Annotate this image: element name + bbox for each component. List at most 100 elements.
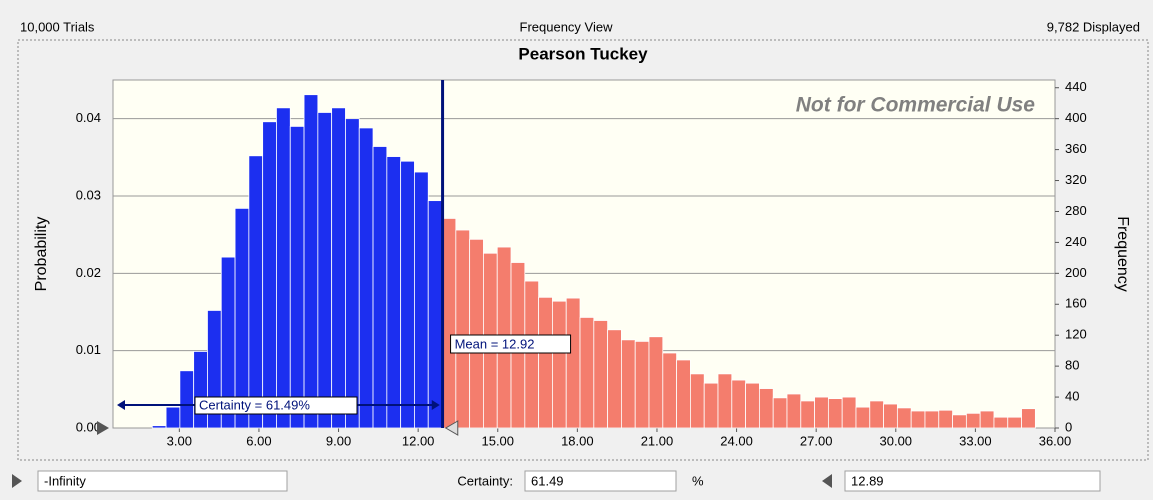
certainty-input[interactable] [524,470,677,492]
arrow-head-left [117,400,125,410]
y2-tick-label: 360 [1065,141,1087,156]
histogram-bar [248,155,264,429]
histogram-bar [469,238,484,429]
histogram-bar [965,412,981,429]
histogram-bar [414,171,429,429]
chart-title: Pearson Tuckey [518,44,648,63]
histogram-bar [455,229,471,429]
x-tick-label: 24.00 [720,433,753,448]
x-tick-label: 18.00 [561,433,594,448]
histogram-bar [883,403,898,429]
histogram-bar [910,410,926,429]
histogram-bar [786,393,802,429]
histogram-bar [565,297,581,429]
y-tick-label: 0.02 [76,265,101,280]
histogram-bar [317,112,333,429]
histogram-bar [648,336,664,429]
mean-label-box [450,334,572,354]
histogram-bar [758,388,774,429]
histogram-bar [924,410,940,429]
certainty-unit: % [692,473,704,488]
histogram-bar [896,407,912,429]
histogram-bar [717,373,733,429]
histogram-bar [979,410,995,429]
upper-value: 12.89 [851,473,884,488]
y2-tick-label: 200 [1065,265,1087,280]
histogram-bar [289,126,305,429]
histogram-bar [193,351,208,429]
histogram-bar [593,320,609,429]
histogram-bar [703,382,719,429]
histogram-bar [855,406,871,429]
histogram-bar [372,146,388,429]
y-tick-label: 0.00 [76,419,101,434]
histogram-bar [400,160,415,429]
histogram-bar [607,329,622,429]
histogram-bar [662,352,678,429]
certainty-label: Certainty = 61.49% [199,397,310,412]
histogram-bar [745,382,760,429]
histogram-bar [869,400,884,429]
histogram-bar [621,339,636,429]
plot: 0.00 0.01 0.02 0.03 0.04 0 40 80 120 160 200 240 280… [76,79,1087,448]
x-tick-label: 15.00 [481,433,514,448]
y2-tick-label: 120 [1065,327,1087,342]
histogram-bar [579,317,595,429]
upper-grabber[interactable] [822,474,832,488]
histogram-bar [772,397,788,429]
upper-input[interactable] [844,470,1101,492]
x-tick-label: 36.00 [1039,433,1072,448]
histogram-bar [386,156,402,429]
histogram-bar [441,218,457,429]
trials-count: 10,000 Trials [20,19,95,34]
histogram-bar [841,396,857,429]
y2-tick-label: 160 [1065,296,1087,311]
histogram-bar [676,359,691,429]
lower-axis-grabber[interactable] [97,421,109,435]
y2-tick-label: 400 [1065,110,1087,125]
histogram-bar [151,425,167,429]
arrow-head-right [431,400,440,410]
histogram-bar [331,107,346,429]
x-tick-label: 12.00 [402,433,435,448]
histogram-bar [303,94,319,429]
displayed-count: 9,782 Displayed [1047,19,1140,34]
x-tick-label: 9.00 [326,433,351,448]
histogram-bar [952,414,967,429]
histogram-bar [827,398,843,429]
histogram-bar [690,373,705,429]
y-tick-label: 0.01 [76,342,101,357]
mean-label: Mean = 12.92 [455,336,535,351]
y-tick-label: 0.04 [76,110,101,125]
histogram-bar [538,296,553,429]
histogram-bar [276,107,291,429]
lower-value: -Infinity [44,473,86,488]
histogram-bar [938,409,953,429]
y2-tick-label: 440 [1065,79,1087,94]
histogram-bar [800,400,815,429]
histogram-bar [814,396,829,429]
histogram-bar [234,207,250,429]
histogram-bar [165,406,181,429]
lower-input[interactable] [37,470,288,492]
watermark: Not for Commercial Use [796,94,1036,117]
y2-tick-label: 0 [1065,419,1072,434]
histogram-bar [552,300,567,429]
histogram-bar [634,340,650,429]
histogram-bar [524,280,540,429]
x-tick-label: 21.00 [641,433,674,448]
x-tick-label: 30.00 [880,433,913,448]
view-name: Frequency View [520,19,614,34]
x-tick-label: 33.00 [959,433,992,448]
histogram-bar [1007,416,1022,429]
y2-tick-label: 240 [1065,234,1087,249]
x-tick-label: 6.00 [246,433,271,448]
histogram-bar [345,118,360,429]
y-tick-label: 0.03 [76,187,101,202]
lower-grabber[interactable] [12,474,22,488]
upper-axis-grabber[interactable] [444,420,459,436]
y2-tick-label: 80 [1065,358,1079,373]
histogram-bar [358,127,374,429]
y-axis-label: Probability [33,217,50,292]
histogram-bar [427,200,443,429]
